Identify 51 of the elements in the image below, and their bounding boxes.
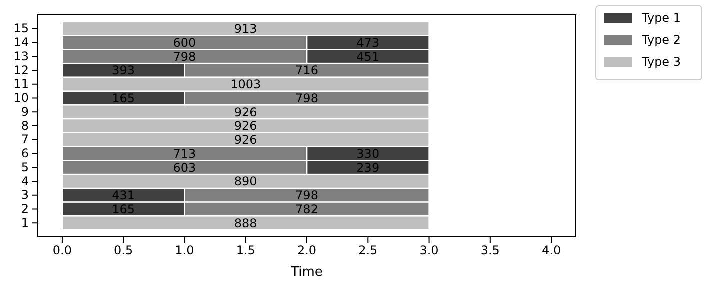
x-tick-label: 1.0	[175, 244, 194, 258]
y-tick-label: 15	[14, 22, 29, 36]
x-tick-label: 4.0	[542, 244, 562, 258]
legend-label: Type 1	[641, 11, 682, 26]
x-tick-label: 0.0	[52, 244, 72, 258]
y-tick-label: 14	[14, 36, 29, 50]
y-tick-label: 1	[21, 216, 29, 230]
annotation: 798	[296, 188, 318, 203]
y-tick-label: 8	[21, 118, 29, 133]
y-tick-label: 12	[14, 63, 29, 78]
annotation: 798	[173, 50, 196, 64]
x-tick-label: 3.5	[480, 244, 500, 258]
annotation: 713	[173, 146, 196, 161]
y-tick-label: 11	[14, 77, 29, 92]
x-tick-label: 2.5	[358, 244, 378, 258]
y-tick-label: 5	[21, 160, 29, 174]
annotation: 926	[234, 133, 258, 148]
annotation: 890	[234, 174, 258, 189]
annotation: 926	[234, 105, 258, 120]
annotation: 239	[356, 160, 380, 175]
annotation: 600	[173, 36, 196, 50]
y-tick-label: 6	[21, 146, 29, 161]
annotation: 431	[112, 188, 136, 203]
annotation: 716	[296, 64, 318, 78]
annotation: 165	[112, 202, 136, 216]
annotation: 473	[356, 36, 380, 50]
y-tick-label: 10	[14, 91, 29, 106]
legend-label: Type 3	[641, 55, 682, 70]
y-tick-label: 9	[21, 104, 29, 119]
x-tick-label: 3.0	[420, 244, 439, 258]
annotation: 165	[112, 91, 136, 106]
annotation: 1003	[230, 78, 262, 92]
annotation: 451	[356, 50, 380, 64]
annotation: 926	[234, 119, 258, 134]
y-tick-label: 7	[21, 132, 29, 147]
y-tick-label: 2	[21, 202, 29, 216]
y-tick-label: 13	[14, 49, 29, 64]
annotation: 913	[234, 22, 258, 36]
annotation: 782	[296, 202, 318, 216]
x-axis-title: Time	[290, 265, 323, 280]
y-tick-label: 4	[21, 174, 29, 188]
x-tick-label: 0.5	[114, 244, 134, 258]
x-tick-label: 2.0	[297, 244, 317, 258]
annotation: 393	[112, 64, 136, 78]
annotation: 888	[234, 216, 258, 230]
annotation: 330	[356, 146, 380, 161]
x-tick-label: 1.5	[236, 244, 256, 258]
y-tick-label: 3	[21, 188, 29, 202]
annotation: 798	[296, 91, 318, 106]
legend-label: Type 2	[641, 33, 682, 48]
annotation: 603	[173, 160, 196, 175]
